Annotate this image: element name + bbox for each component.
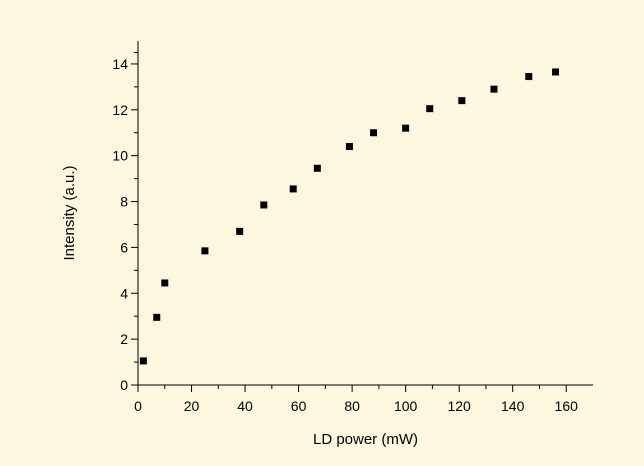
data-points: [139, 68, 560, 365]
x-tick-label: 40: [237, 398, 253, 414]
y-axis-title: Intensity (a.u.): [61, 165, 78, 260]
y-tick-label: 14: [112, 56, 128, 72]
x-tick-label: 0: [134, 398, 142, 414]
data-point: [402, 124, 410, 132]
x-tick-label: 120: [447, 398, 471, 414]
y-tick-label: 0: [120, 377, 128, 393]
data-point: [345, 142, 353, 150]
data-point: [260, 201, 268, 209]
data-point: [139, 357, 147, 365]
y-axis-ticks: 0 2 4 6 8 10 12 14: [112, 51, 138, 393]
data-point: [525, 73, 533, 81]
data-point: [490, 85, 498, 93]
y-tick-label: 12: [112, 102, 128, 118]
x-tick-label: 140: [501, 398, 525, 414]
data-point: [426, 105, 434, 113]
y-tick-label: 2: [120, 331, 128, 347]
data-point: [236, 227, 244, 235]
x-tick-label: 60: [291, 398, 307, 414]
x-tick-label: 20: [184, 398, 200, 414]
data-point: [153, 313, 161, 321]
y-tick-label: 4: [120, 285, 128, 301]
data-point: [313, 164, 321, 172]
data-point: [458, 97, 466, 105]
axes: [137, 41, 593, 386]
data-point: [161, 279, 169, 287]
y-tick-label: 8: [120, 194, 128, 210]
data-point: [552, 68, 560, 76]
data-point: [370, 129, 378, 137]
y-tick-label: 6: [120, 239, 128, 255]
x-axis-ticks: 0 20 40 60 80 100 120 140 160: [134, 385, 578, 414]
x-tick-label: 100: [394, 398, 418, 414]
x-axis-title: LD power (mW): [313, 431, 418, 448]
data-point: [289, 185, 297, 193]
x-tick-label: 160: [555, 398, 579, 414]
data-point: [201, 247, 209, 255]
y-tick-label: 10: [112, 148, 128, 164]
x-tick-label: 80: [344, 398, 360, 414]
